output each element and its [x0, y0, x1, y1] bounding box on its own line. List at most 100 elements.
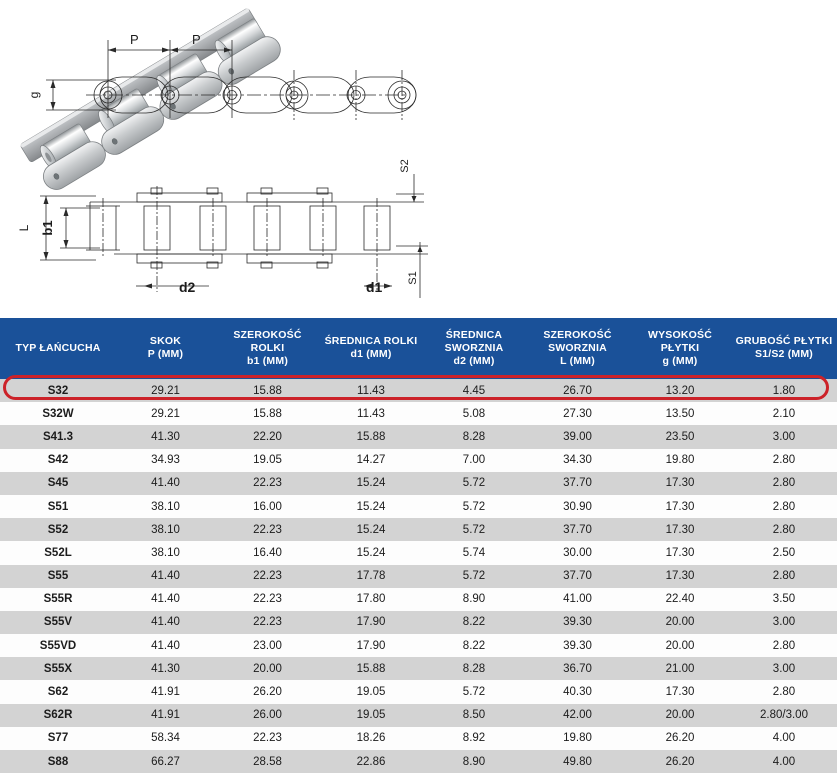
column-header-1[interactable]: SKOK P (MM): [116, 318, 215, 379]
table-row[interactable]: S32 29.21 15.88 11.43 4.45 26.70 13.20 1.80: [0, 379, 837, 403]
cell-value: 15.24: [320, 471, 422, 495]
cell-value: 39.00: [526, 425, 629, 449]
cell-chain-type: S41.3: [0, 425, 116, 449]
cell-value: 19.05: [215, 448, 320, 472]
cell-value: 5.72: [422, 471, 526, 495]
dimension-label-l: L: [17, 224, 31, 231]
dimension-label-s1: S1: [407, 271, 419, 284]
cell-value: 23.00: [215, 634, 320, 658]
cell-value: 22.20: [215, 425, 320, 449]
cell-chain-type: S88: [0, 750, 116, 773]
cell-value: 2.80: [731, 680, 837, 704]
cell-value: 19.05: [320, 680, 422, 704]
column-header-line: SZEROKOŚĆ: [233, 328, 302, 341]
cell-value: 15.88: [215, 402, 320, 426]
table-row[interactable]: S77 58.34 22.23 18.26 8.92 19.80 26.20 4.00: [0, 726, 837, 750]
table-row[interactable]: S52 38.10 22.23 15.24 5.72 37.70 17.30 2.80: [0, 518, 837, 542]
cell-chain-type: S55V: [0, 610, 116, 635]
table-row[interactable]: S42 34.93 19.05 14.27 7.00 34.30 19.80 2.80: [0, 448, 837, 472]
cell-value: 15.24: [320, 494, 422, 519]
cell-chain-type: S55X: [0, 657, 116, 681]
table-row[interactable]: S55X 41.30 20.00 15.88 8.28 36.70 21.00 3.00: [0, 657, 837, 681]
column-header-3[interactable]: ŚREDNICA ROLKI d1 (MM): [320, 318, 422, 379]
cell-chain-type: S45: [0, 471, 116, 495]
column-header-line: ŚREDNICA: [445, 328, 503, 341]
table-row[interactable]: S45 41.40 22.23 15.24 5.72 37.70 17.30 2.80: [0, 471, 837, 495]
column-header-line: WYSOKOŚĆ: [647, 328, 713, 341]
cell-value: 66.27: [116, 750, 215, 773]
cell-value: 22.23: [215, 610, 320, 635]
column-header-2[interactable]: SZEROKOŚĆ ROLKI b1 (MM): [215, 318, 320, 379]
column-header-line: ROLKI: [250, 341, 285, 354]
table-row[interactable]: S51 38.10 16.00 15.24 5.72 30.90 17.30 2.80: [0, 494, 837, 519]
cell-value: 3.00: [731, 425, 837, 449]
column-header-6[interactable]: WYSOKOŚĆ PŁYTKI g (MM): [629, 318, 731, 379]
cell-value: 38.10: [116, 518, 215, 542]
column-header-7[interactable]: GRUBOŚĆ PŁYTKI S1/S2 (MM): [731, 318, 837, 379]
table-row[interactable]: S62 41.91 26.20 19.05 5.72 40.30 17.30 2.80: [0, 680, 837, 704]
cell-value: 2.80: [731, 448, 837, 472]
cell-value: 41.30: [116, 657, 215, 681]
cell-value: 2.50: [731, 541, 837, 565]
cell-value: 34.93: [116, 448, 215, 472]
cell-value: 30.00: [526, 541, 629, 565]
dimension-label-p-2: P: [192, 32, 201, 47]
cell-value: 8.92: [422, 726, 526, 750]
table-header-row: TYP ŁAŃCUCHA SKOK P (MM) SZEROKOŚĆ ROLKI b1 (…: [0, 318, 837, 379]
cell-value: 5.72: [422, 518, 526, 542]
cell-value: 8.90: [422, 750, 526, 773]
cell-value: 36.70: [526, 657, 629, 681]
cell-value: 28.58: [215, 750, 320, 773]
cell-value: 2.80/3.00: [731, 703, 837, 727]
cell-value: 19.80: [526, 726, 629, 750]
cell-value: 22.40: [629, 587, 731, 611]
cell-value: 17.80: [320, 587, 422, 611]
table-row[interactable]: S55 41.40 22.23 17.78 5.72 37.70 17.30 2.80: [0, 564, 837, 588]
table-row[interactable]: S88 66.27 28.58 22.86 8.90 49.80 26.20 4.00: [0, 750, 837, 773]
table-row[interactable]: S55R 41.40 22.23 17.80 8.90 41.00 22.40 3.50: [0, 587, 837, 611]
chain-side-view-drawing: P P g: [27, 32, 417, 120]
cell-chain-type: S42: [0, 448, 116, 472]
cell-value: 34.30: [526, 448, 629, 472]
table-row[interactable]: S32W 29.21 15.88 11.43 5.08 27.30 13.50 2.10: [0, 402, 837, 426]
cell-value: 15.24: [320, 518, 422, 542]
cell-value: 2.80: [731, 518, 837, 542]
cell-value: 20.00: [629, 703, 731, 727]
table-row[interactable]: S55V 41.40 22.23 17.90 8.22 39.30 20.00 3.00: [0, 610, 837, 635]
column-header-line: P (MM): [147, 348, 184, 360]
dimension-label-s2: S2: [399, 159, 411, 172]
column-header-line: PŁYTKI: [660, 341, 700, 354]
cell-value: 3.00: [731, 610, 837, 635]
cell-value: 20.00: [215, 657, 320, 681]
cell-value: 41.91: [116, 680, 215, 704]
cell-value: 17.30: [629, 518, 731, 542]
cell-value: 2.80: [731, 564, 837, 588]
column-header-line: L (MM): [560, 354, 595, 367]
cell-value: 22.23: [215, 587, 320, 611]
cell-value: 4.45: [422, 379, 526, 403]
table-row[interactable]: S52L 38.10 16.40 15.24 5.74 30.00 17.30 2.50: [0, 541, 837, 565]
cell-value: 5.74: [422, 541, 526, 565]
table-row[interactable]: S62R 41.91 26.00 19.05 8.50 42.00 20.00 2.80/3.…: [0, 703, 837, 727]
cell-value: 22.23: [215, 726, 320, 750]
cell-value: 16.40: [215, 541, 320, 565]
column-header-0[interactable]: TYP ŁAŃCUCHA: [0, 318, 116, 379]
cell-value: 16.00: [215, 494, 320, 519]
cell-value: 2.80: [731, 494, 837, 519]
cell-value: 26.00: [215, 703, 320, 727]
column-header-4[interactable]: ŚREDNICA SWORZNIA d2 (MM): [422, 318, 526, 379]
cell-value: 8.28: [422, 425, 526, 449]
cell-value: 5.08: [422, 402, 526, 426]
table-row[interactable]: S55VD 41.40 23.00 17.90 8.22 39.30 20.00 2.80: [0, 634, 837, 658]
cell-value: 2.10: [731, 402, 837, 426]
cell-value: 58.34: [116, 726, 215, 750]
cell-value: 30.90: [526, 494, 629, 519]
cell-chain-type: S55: [0, 564, 116, 588]
cell-value: 29.21: [116, 402, 215, 426]
table-header: TYP ŁAŃCUCHA SKOK P (MM) SZEROKOŚĆ ROLKI b1 (…: [0, 318, 837, 379]
cell-value: 15.88: [320, 425, 422, 449]
column-header-5[interactable]: SZEROKOŚĆ SWORZNIA L (MM): [526, 318, 629, 379]
cell-value: 8.22: [422, 634, 526, 658]
table-row[interactable]: S41.3 41.30 22.20 15.88 8.28 39.00 23.50 3.00: [0, 425, 837, 449]
column-header-line: d2 (MM): [453, 354, 495, 367]
